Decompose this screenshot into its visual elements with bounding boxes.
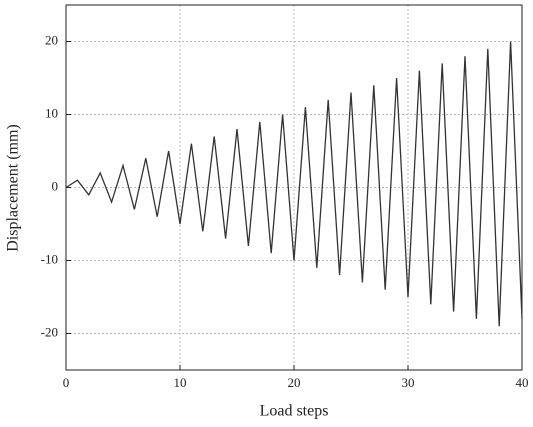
y-tick-label: 0 bbox=[52, 178, 59, 193]
x-tick-label: 0 bbox=[63, 375, 70, 390]
data-line bbox=[65, 41, 523, 327]
y-tick-label: -20 bbox=[41, 324, 58, 339]
y-axis-label: Displacement (mm) bbox=[5, 124, 22, 252]
y-tick-label: -10 bbox=[41, 251, 58, 266]
y-tick-label: 20 bbox=[45, 32, 58, 47]
x-tick-label: 30 bbox=[402, 375, 415, 390]
x-axis-label: Load steps bbox=[260, 403, 329, 420]
x-tick-label: 20 bbox=[288, 375, 301, 390]
x-tick-label: 40 bbox=[516, 375, 529, 390]
x-tick-label: 10 bbox=[174, 375, 187, 390]
y-tick-label: 10 bbox=[45, 105, 58, 120]
